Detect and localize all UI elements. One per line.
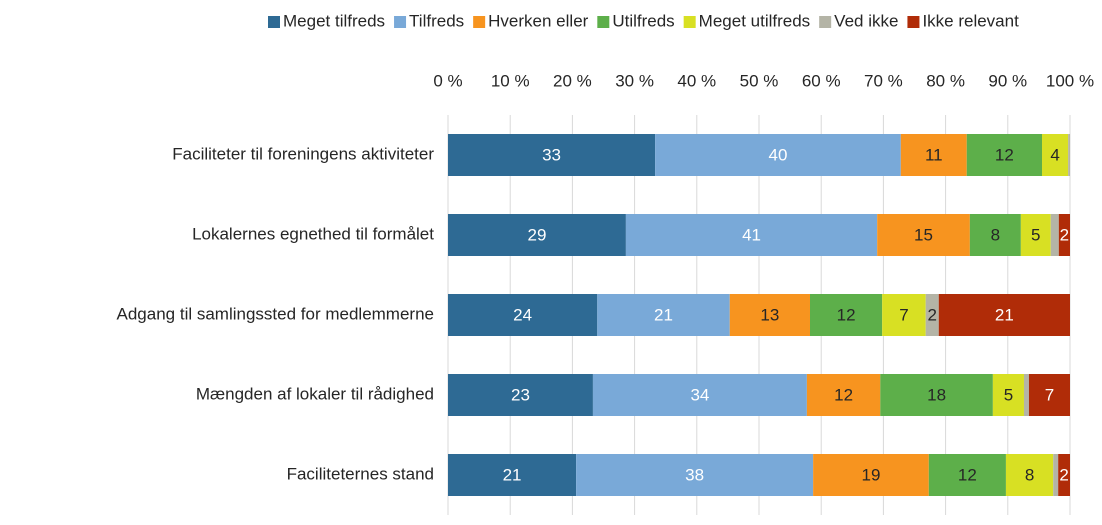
y-tick-label: Mængden af lokaler til rådighed — [196, 384, 434, 403]
data-label: 41 — [742, 225, 761, 244]
data-label: 21 — [995, 305, 1014, 324]
x-tick-label: 20 % — [553, 71, 592, 90]
data-label: 15 — [914, 225, 933, 244]
bar-segment — [1028, 374, 1070, 416]
bar-segment — [597, 294, 730, 336]
bar-segment — [928, 454, 1006, 496]
bar-segment — [655, 134, 901, 176]
legend-swatch — [597, 16, 610, 28]
data-label: 2 — [1060, 225, 1069, 244]
x-tick-label: 50 % — [740, 71, 779, 90]
x-tick-label: 80 % — [926, 71, 965, 90]
legend-swatch — [394, 16, 407, 28]
bar-segment — [925, 294, 939, 336]
bar-segment — [1023, 374, 1029, 416]
bar-segment — [1058, 214, 1070, 256]
bar-segment — [448, 294, 598, 336]
data-label: 23 — [511, 385, 530, 404]
bar-segment — [1053, 454, 1059, 496]
legend-label: Tilfreds — [409, 11, 464, 30]
bar-segment — [969, 214, 1021, 256]
legend-swatch — [819, 16, 832, 28]
y-tick-label: Faciliteter til foreningens aktiviteter — [172, 144, 434, 163]
bar-segment — [448, 214, 626, 256]
legend-swatch — [907, 16, 920, 28]
y-tick-label: Faciliteternes stand — [287, 464, 434, 483]
x-tick-label: 40 % — [677, 71, 716, 90]
bar-segment — [882, 294, 926, 336]
legend-label: Meget tilfreds — [283, 11, 385, 30]
bar-segment — [938, 294, 1070, 336]
data-label: 5 — [1031, 225, 1040, 244]
bar-segment — [806, 374, 881, 416]
bar-segment — [877, 214, 970, 256]
data-label: 21 — [654, 305, 673, 324]
data-label: 4 — [1050, 145, 1059, 164]
y-tick-label: Adgang til samlingssted for medlemmerne — [117, 304, 434, 323]
bar-segment — [592, 374, 807, 416]
bar-segment — [448, 454, 577, 496]
data-label: 21 — [503, 465, 522, 484]
bar-segment — [966, 134, 1043, 176]
bar-segment — [900, 134, 967, 176]
data-label: 8 — [1025, 465, 1034, 484]
data-label: 19 — [861, 465, 880, 484]
bar-segment — [625, 214, 878, 256]
x-tick-label: 100 % — [1046, 71, 1094, 90]
x-tick-label: 90 % — [988, 71, 1027, 90]
data-label: 12 — [837, 305, 856, 324]
bar-segment — [1020, 214, 1051, 256]
legend-swatch — [683, 16, 696, 28]
bar-segment — [810, 294, 883, 336]
bar-segment — [448, 134, 656, 176]
bar-segment — [729, 294, 811, 336]
data-label: 7 — [1045, 385, 1054, 404]
bar-segment — [448, 374, 593, 416]
data-label: 8 — [991, 225, 1000, 244]
data-label: 38 — [685, 465, 704, 484]
data-label: 33 — [542, 145, 561, 164]
x-tick-label: 60 % — [802, 71, 841, 90]
data-label: 18 — [927, 385, 946, 404]
bar-segment — [813, 454, 929, 496]
data-label: 12 — [958, 465, 977, 484]
data-label: 5 — [1004, 385, 1013, 404]
data-label: 34 — [690, 385, 709, 404]
legend-label: Ikke relevant — [922, 11, 1019, 30]
bar-segment — [1068, 134, 1070, 176]
y-tick-label: Lokalernes egnethed til formålet — [192, 224, 434, 243]
data-label: 12 — [834, 385, 853, 404]
legend-label: Utilfreds — [612, 11, 674, 30]
data-label: 13 — [760, 305, 779, 324]
x-tick-label: 30 % — [615, 71, 654, 90]
bar-segment — [1050, 214, 1059, 256]
bar-segment — [1058, 454, 1070, 496]
bar-segment — [880, 374, 993, 416]
data-label: 2 — [927, 305, 936, 324]
data-label: 2 — [1059, 465, 1068, 484]
legend-label: Hverken eller — [488, 11, 588, 30]
bar-segment — [1005, 454, 1054, 496]
data-label: 29 — [527, 225, 546, 244]
legend-label: Meget utilfreds — [699, 11, 811, 30]
bar-segment — [992, 374, 1024, 416]
x-tick-label: 0 % — [433, 71, 462, 90]
data-label: 11 — [925, 145, 943, 164]
data-label: 12 — [995, 145, 1014, 164]
x-tick-label: 70 % — [864, 71, 903, 90]
x-tick-label: 10 % — [491, 71, 530, 90]
legend-swatch — [268, 16, 280, 28]
legend-swatch — [473, 16, 486, 28]
bar-segment — [576, 454, 814, 496]
data-label: 40 — [769, 145, 788, 164]
bar-segment — [1042, 134, 1069, 176]
legend-label: Ved ikke — [834, 11, 898, 30]
data-label: 7 — [899, 305, 908, 324]
data-label: 24 — [513, 305, 532, 324]
